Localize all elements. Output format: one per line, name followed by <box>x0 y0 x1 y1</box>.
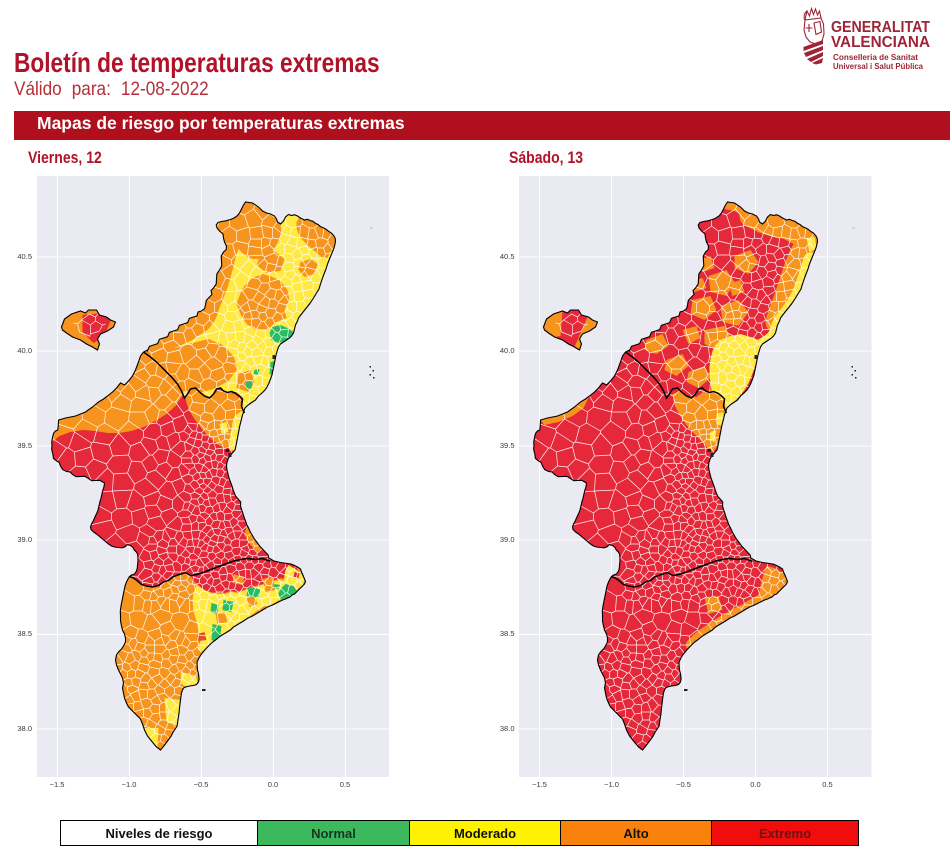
svg-text:GENERALITAT: GENERALITAT <box>831 19 930 36</box>
svg-text:Universal i Salut Pública: Universal i Salut Pública <box>833 62 924 70</box>
svg-text:Conselleria de Sanitat: Conselleria de Sanitat <box>833 53 918 62</box>
svg-text:VALENCIANA: VALENCIANA <box>831 34 930 51</box>
